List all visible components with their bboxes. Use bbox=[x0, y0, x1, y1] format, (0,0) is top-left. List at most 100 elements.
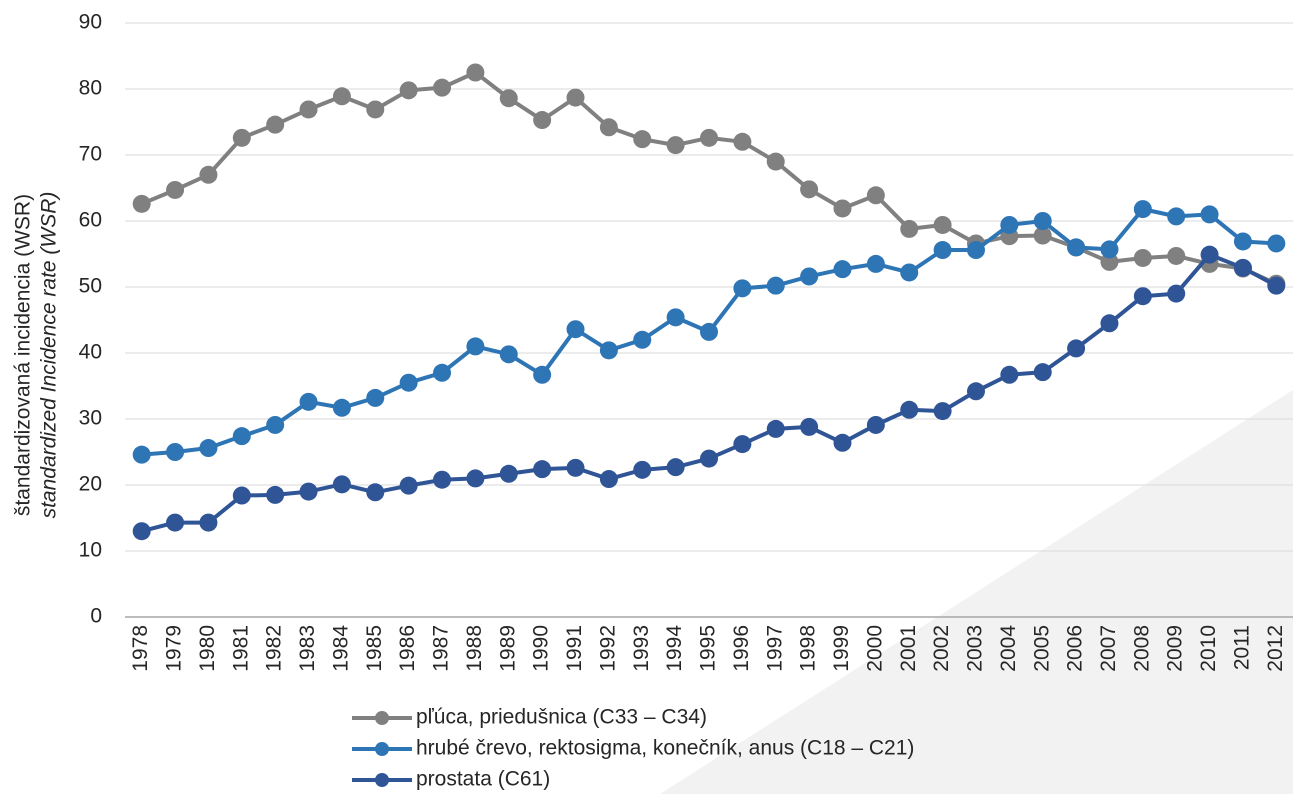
data-point bbox=[1267, 276, 1286, 295]
data-point bbox=[700, 449, 718, 468]
data-point bbox=[1167, 246, 1186, 265]
x-tick-label: 1991 bbox=[563, 625, 586, 672]
data-point bbox=[433, 470, 452, 489]
data-point bbox=[866, 415, 885, 434]
x-tick-label: 1988 bbox=[463, 625, 486, 672]
x-tick-label: 1996 bbox=[730, 625, 753, 672]
data-point bbox=[399, 373, 418, 392]
y-tick-label: 20 bbox=[79, 473, 102, 496]
x-tick-label: 2003 bbox=[964, 625, 987, 672]
data-point bbox=[466, 469, 485, 488]
x-tick-label: 1999 bbox=[830, 625, 853, 672]
data-point bbox=[1267, 234, 1286, 253]
data-point bbox=[733, 132, 752, 151]
x-tick-label: 2000 bbox=[863, 625, 886, 672]
data-point bbox=[700, 128, 718, 147]
data-point bbox=[232, 128, 251, 147]
data-point bbox=[566, 88, 585, 107]
data-point bbox=[166, 513, 185, 532]
data-point bbox=[633, 460, 652, 479]
x-tick-label: 2009 bbox=[1164, 625, 1187, 672]
data-point bbox=[499, 464, 518, 483]
data-point bbox=[166, 443, 185, 461]
data-point bbox=[366, 483, 385, 502]
legend-label: pľúca, priedušnica (C33 – C34) bbox=[416, 706, 707, 729]
data-point bbox=[499, 345, 518, 364]
data-point bbox=[199, 513, 218, 532]
data-point bbox=[599, 341, 618, 360]
legend-marker bbox=[375, 742, 389, 756]
x-tick-label: 2012 bbox=[1264, 625, 1287, 672]
x-tick-label: 2005 bbox=[1030, 625, 1053, 672]
data-point bbox=[800, 417, 819, 436]
x-tick-label: 1989 bbox=[496, 625, 519, 672]
x-tick-label: 1978 bbox=[129, 625, 152, 672]
x-tick-label: 1984 bbox=[329, 625, 352, 672]
x-tick-label: 1994 bbox=[663, 625, 686, 672]
data-point bbox=[766, 152, 785, 171]
data-point bbox=[900, 400, 919, 419]
data-point bbox=[299, 100, 318, 119]
data-point bbox=[1133, 287, 1152, 306]
data-point bbox=[733, 279, 752, 298]
data-point bbox=[199, 439, 218, 458]
x-tick-label: 1983 bbox=[296, 625, 319, 672]
background-shape bbox=[660, 390, 1293, 794]
data-point bbox=[366, 100, 385, 119]
x-tick-label: 1980 bbox=[196, 625, 219, 672]
data-point bbox=[633, 330, 652, 349]
data-point bbox=[266, 485, 285, 504]
x-tick-label: 2007 bbox=[1097, 625, 1120, 672]
y-tick-label: 10 bbox=[79, 539, 102, 562]
data-point bbox=[733, 435, 752, 454]
data-point bbox=[1133, 200, 1152, 219]
data-point bbox=[566, 320, 585, 339]
x-tick-label: 1986 bbox=[396, 625, 419, 672]
x-tick-label: 1998 bbox=[797, 625, 820, 672]
x-tick-label: 1995 bbox=[697, 625, 720, 672]
data-point bbox=[800, 267, 819, 286]
data-point bbox=[1233, 258, 1252, 277]
data-point bbox=[332, 475, 351, 494]
data-point bbox=[966, 241, 985, 260]
x-tick-label: 2010 bbox=[1197, 625, 1220, 672]
data-point bbox=[332, 398, 351, 417]
data-point bbox=[1167, 207, 1186, 226]
legend-label: hrubé črevo, rektosigma, konečník, anus … bbox=[416, 737, 914, 760]
data-point bbox=[666, 136, 685, 155]
data-point bbox=[1100, 314, 1119, 333]
x-tick-label: 1985 bbox=[363, 625, 386, 672]
data-point bbox=[833, 433, 852, 452]
data-point bbox=[433, 78, 452, 97]
data-point bbox=[933, 241, 952, 260]
x-tick-label: 2008 bbox=[1130, 625, 1153, 672]
y-tick-label: 60 bbox=[79, 209, 102, 232]
data-point bbox=[199, 165, 218, 184]
data-point bbox=[366, 388, 385, 407]
y-axis-label: standardized Incidence rate (WSR) bbox=[38, 192, 61, 519]
data-point bbox=[466, 337, 485, 356]
data-point bbox=[1000, 215, 1019, 234]
x-tick-label: 1990 bbox=[530, 625, 553, 672]
data-point bbox=[933, 215, 952, 234]
data-point bbox=[132, 522, 151, 541]
data-point bbox=[1200, 245, 1219, 264]
legend-label: prostata (C61) bbox=[416, 768, 550, 791]
y-axis-label: štandardizovaná incidencia (WSR) bbox=[12, 194, 35, 516]
data-point bbox=[1133, 248, 1152, 267]
data-point bbox=[666, 458, 685, 477]
data-point bbox=[833, 260, 852, 279]
x-tick-label: 2004 bbox=[997, 625, 1020, 672]
data-point bbox=[866, 254, 885, 273]
data-point bbox=[766, 419, 785, 438]
data-point bbox=[900, 219, 919, 238]
data-point bbox=[299, 392, 318, 411]
y-tick-label: 70 bbox=[79, 143, 102, 166]
data-point bbox=[433, 363, 452, 382]
data-point bbox=[1200, 205, 1219, 224]
y-tick-label: 0 bbox=[90, 605, 102, 628]
x-tick-label: 2002 bbox=[930, 625, 953, 672]
data-point bbox=[499, 89, 518, 108]
data-point bbox=[533, 111, 552, 130]
data-point bbox=[399, 81, 418, 100]
